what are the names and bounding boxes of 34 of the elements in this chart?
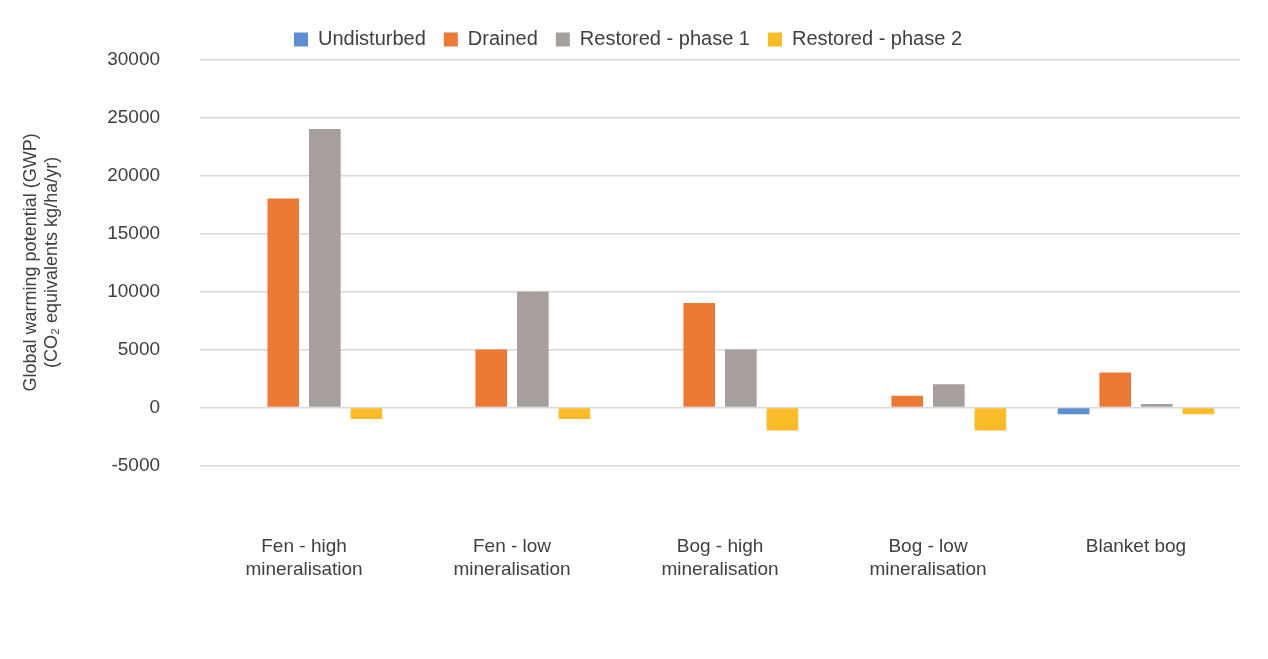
bar bbox=[891, 395, 924, 407]
bar bbox=[475, 349, 508, 407]
bar bbox=[1182, 408, 1215, 415]
bar bbox=[933, 384, 965, 407]
bar bbox=[725, 349, 757, 407]
legend-label: Restored - phase 1 bbox=[579, 26, 750, 49]
y-axis-title: Global warming potential (GWP) (CO₂ equivalents kg/ha/yr) bbox=[19, 133, 62, 392]
bar bbox=[267, 198, 300, 407]
y-tick-label: 25000 bbox=[107, 105, 161, 127]
bar bbox=[1099, 372, 1132, 407]
x-tick-label: Bog - high mineralisation bbox=[661, 535, 779, 579]
x-tick-label: Fen - high mineralisation bbox=[245, 535, 363, 579]
bar bbox=[766, 408, 799, 431]
bar bbox=[558, 408, 591, 419]
bar bbox=[517, 291, 549, 407]
x-tick-label: Blanket bog bbox=[1085, 535, 1187, 557]
bar bbox=[974, 408, 1007, 431]
legend-label: Drained bbox=[467, 26, 538, 49]
y-tick-label: 30000 bbox=[107, 47, 161, 69]
bar bbox=[683, 303, 716, 407]
bar bbox=[309, 129, 341, 407]
bar bbox=[1057, 408, 1090, 415]
y-tick-label: 10000 bbox=[107, 279, 161, 301]
bar bbox=[1140, 403, 1173, 407]
y-tick-label: 15000 bbox=[107, 221, 161, 243]
y-tick-label: -5000 bbox=[111, 453, 161, 475]
bar bbox=[350, 408, 383, 419]
legend-label: Restored - phase 2 bbox=[791, 26, 963, 49]
y-tick-label: 5000 bbox=[117, 337, 161, 359]
y-tick-label: 20000 bbox=[107, 163, 161, 185]
x-tick-label: Bog - low mineralisation bbox=[869, 535, 987, 579]
legend-label: Undisturbed bbox=[317, 26, 426, 49]
y-tick-label: 0 bbox=[149, 395, 161, 417]
x-tick-label: Fen - low mineralisation bbox=[453, 535, 571, 579]
